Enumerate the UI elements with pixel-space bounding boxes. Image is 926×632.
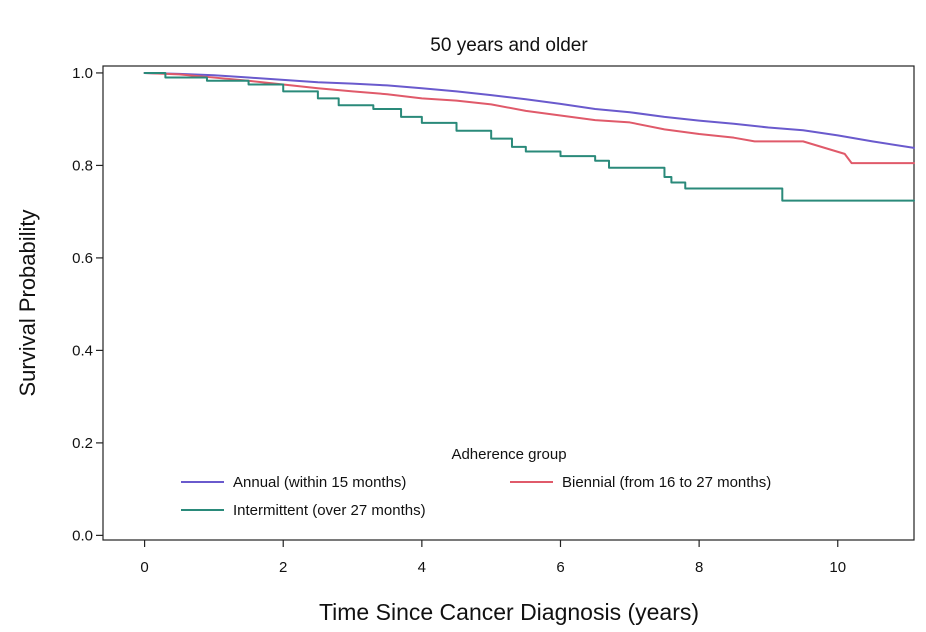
chart-title: 50 years and older bbox=[430, 35, 588, 56]
axis-ticks: 0 2 4 6 8 10 0.0 0.2 0.4 0.6 0.8 1.0 bbox=[72, 65, 846, 576]
y-tick-label: 1.0 bbox=[72, 65, 93, 82]
y-tick-label: 0.2 bbox=[72, 435, 93, 452]
legend-label-intermittent: Intermittent (over 27 months) bbox=[233, 502, 426, 519]
x-tick-label: 0 bbox=[140, 559, 148, 576]
series-line-1 bbox=[143, 71, 915, 149]
y-tick-label: 0.0 bbox=[72, 527, 93, 544]
y-axis-label: Survival Probability bbox=[15, 209, 40, 396]
x-tick-label: 2 bbox=[279, 559, 287, 576]
plot-frame bbox=[102, 65, 915, 541]
legend-title: Adherence group bbox=[451, 446, 566, 463]
x-axis-label: Time Since Cancer Diagnosis (years) bbox=[319, 599, 699, 625]
x-tick-label: 8 bbox=[695, 559, 703, 576]
legend-label-biennial: Biennial (from 16 to 27 months) bbox=[562, 474, 771, 491]
series-lines bbox=[143, 71, 915, 202]
x-tick-label: 6 bbox=[556, 559, 564, 576]
series-line-2 bbox=[143, 71, 915, 165]
x-tick-label: 4 bbox=[418, 559, 426, 576]
series-line-3 bbox=[143, 71, 915, 202]
y-tick-label: 0.8 bbox=[72, 157, 93, 174]
y-tick-label: 0.4 bbox=[72, 342, 93, 359]
y-tick-label: 0.6 bbox=[72, 250, 93, 267]
x-tick-label: 10 bbox=[829, 559, 846, 576]
legend: Adherence group Annual (within 15 months… bbox=[181, 446, 771, 519]
legend-label-annual: Annual (within 15 months) bbox=[233, 474, 406, 491]
